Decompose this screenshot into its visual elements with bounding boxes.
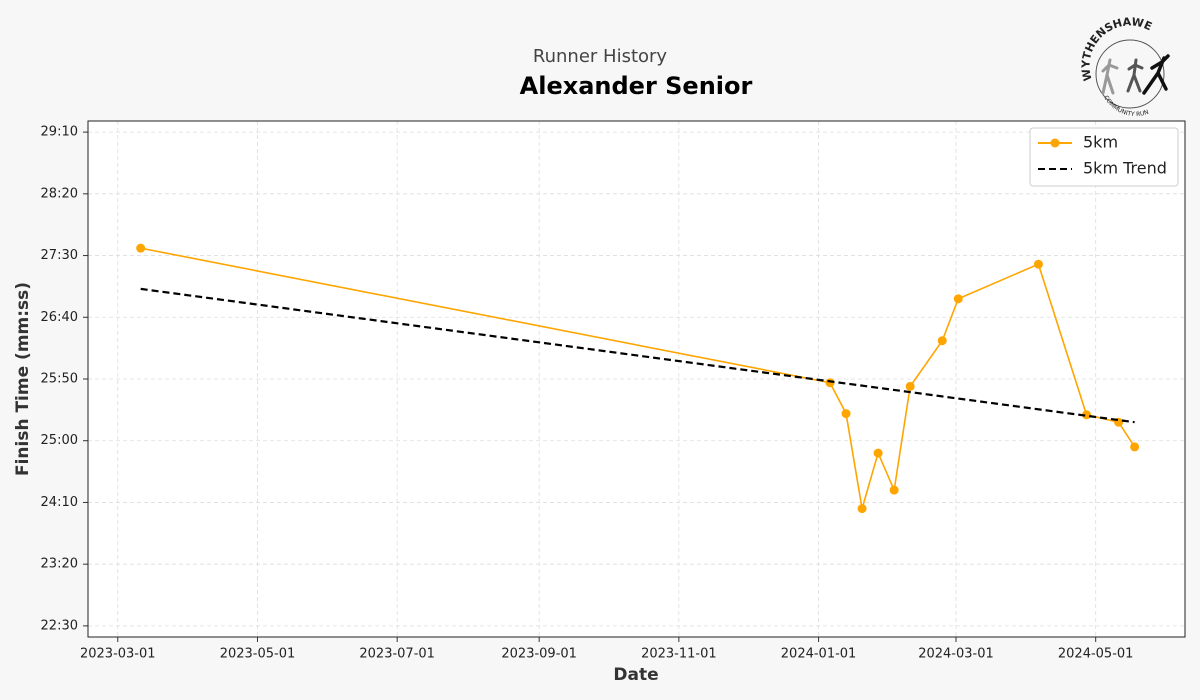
x-tick-label: 2023-03-01 [80,647,156,662]
data-point [905,381,915,391]
series-line [140,287,1135,424]
data-point [136,243,146,253]
y-tick-label: 22:30 [41,618,78,633]
data-point [889,485,899,495]
data-point [1082,410,1092,420]
y-tick-label: 24:10 [41,495,78,510]
y-tick-label: 23:20 [41,557,78,572]
logo-runner [1101,58,1119,95]
x-tick-label: 2023-09-01 [501,647,577,662]
x-tick-label: 2023-05-01 [220,647,296,662]
legend-label: 5km Trend [1083,159,1167,178]
legend-label: 5km [1083,133,1118,152]
y-tick-label: 28:20 [41,186,78,201]
x-tick-label: 2023-11-01 [641,647,717,662]
x-tick-label: 2024-01-01 [781,647,857,662]
plot-frame [87,120,1186,638]
x-axis-label: Date [613,665,658,685]
logo-runner [1126,58,1144,93]
y-axis-label: Finish Time (mm:ss) [13,282,33,476]
y-tick-label: 25:00 [41,433,78,448]
data-point [953,294,963,304]
y-tick-label: 29:10 [41,125,78,140]
data-point [1033,259,1043,269]
legend-marker [1050,138,1060,148]
y-tick-label: 26:40 [41,310,78,325]
x-tick-label: 2024-05-01 [1058,647,1134,662]
data-point [873,448,883,458]
x-tick-label: 2024-03-01 [918,647,994,662]
chart-title: Alexander Senior [520,72,753,100]
y-tick-label: 27:30 [41,248,78,263]
logo-ring [1095,39,1165,109]
data-point [841,409,851,419]
data-point [1130,442,1140,452]
data-point [937,336,947,346]
y-tick-label: 25:50 [41,372,78,387]
chart-subtitle: Runner History [533,46,668,67]
logo-runner [1142,54,1170,95]
x-tick-label: 2023-07-01 [359,647,435,662]
data-point [857,504,867,514]
